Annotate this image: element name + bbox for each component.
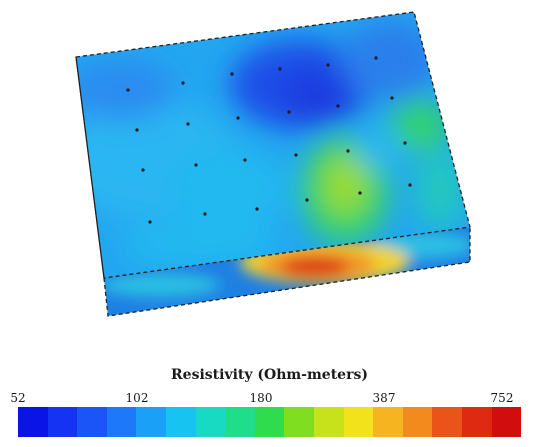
legend-tick: 387 (372, 391, 396, 405)
measurement-point (358, 191, 362, 195)
measurement-point (230, 72, 234, 76)
measurement-point (305, 198, 309, 202)
measurement-point (141, 168, 145, 172)
measurement-point (390, 96, 394, 100)
color-swatch (432, 407, 462, 437)
measurement-point (203, 212, 207, 216)
measurement-point (326, 63, 330, 67)
color-swatch (254, 407, 285, 437)
measurement-point (278, 67, 282, 71)
measurement-point (408, 183, 412, 187)
legend-tick: 52 (10, 391, 26, 405)
measurement-point (126, 88, 130, 92)
color-swatch (106, 407, 137, 437)
color-swatch (491, 407, 522, 437)
measurement-point (403, 141, 407, 145)
resistivity-block-3d (75, 11, 471, 317)
color-swatch (313, 407, 344, 437)
color-swatch (77, 407, 107, 437)
color-swatch (343, 407, 374, 437)
measurement-point (236, 116, 240, 120)
measurement-point (287, 110, 291, 114)
color-swatch (461, 407, 492, 437)
color-swatch (136, 407, 166, 437)
color-swatch (165, 407, 196, 437)
measurement-point (243, 158, 247, 162)
measurement-point (346, 149, 350, 153)
color-swatch (225, 407, 255, 437)
color-swatch (18, 407, 48, 437)
measurement-point (255, 207, 259, 211)
measurement-point (181, 81, 185, 85)
color-swatch (47, 407, 78, 437)
legend-tick: 102 (125, 391, 149, 405)
color-swatch (373, 407, 403, 437)
color-swatch (284, 407, 314, 437)
measurement-point (294, 153, 298, 157)
measurement-point (374, 56, 378, 60)
resistivity-color-bar (18, 407, 522, 437)
color-swatch (195, 407, 226, 437)
measurement-point (194, 163, 198, 167)
legend-tick: 752 (490, 391, 514, 405)
block-outline (75, 11, 471, 317)
measurement-point (336, 104, 340, 108)
measurement-point (186, 122, 190, 126)
measurement-point (135, 128, 139, 132)
measurement-point (148, 220, 152, 224)
block-top-face (76, 12, 470, 278)
legend-title: Resistivity (Ohm-meters) (171, 367, 368, 383)
measurement-points (126, 56, 412, 224)
legend-tick: 180 (249, 391, 273, 405)
color-swatch (402, 407, 433, 437)
